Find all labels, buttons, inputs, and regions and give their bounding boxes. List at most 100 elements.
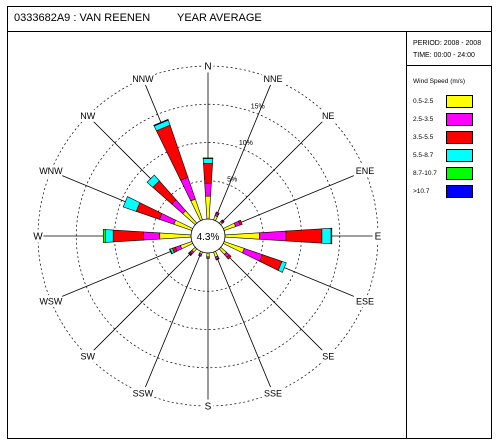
petal-segment-ene [237, 219, 243, 226]
calm-circle [190, 218, 226, 254]
petal-segment-ese [277, 260, 287, 273]
petal-segment-w [105, 229, 114, 243]
petal-segment-e [330, 227, 333, 245]
petal-segment-nnw [190, 198, 203, 222]
legend-item: >10.7 [407, 185, 491, 201]
period-range: PERIOD: 2008 - 2008 [413, 40, 482, 47]
legend-item: 5.5-8.7 [407, 149, 491, 165]
direction-label-bg [353, 164, 377, 177]
ring-label: 15% [251, 104, 265, 111]
legend-item: 2.5-3.5 [407, 113, 491, 129]
petal-segment-w [143, 231, 161, 241]
direction-label-bg [261, 72, 285, 85]
petal-segment-w [159, 232, 192, 240]
petal-segment-n [202, 157, 214, 160]
petal-segment-ese [222, 241, 245, 254]
direction-label-ne: NE [322, 111, 335, 121]
petal-segment-w [102, 229, 106, 243]
ring-label: 10% [239, 140, 253, 147]
direction-label-bg [372, 229, 384, 243]
direction-label-bg [202, 59, 214, 73]
direction-label-e: E [375, 232, 382, 243]
legend-label: >10.7 [413, 188, 430, 195]
petal-segment-sw [187, 252, 192, 257]
petal-segment-s [206, 256, 210, 259]
direction-label-ssw: SSW [133, 388, 154, 398]
petal-segment-ene [222, 222, 237, 231]
petal-segment-e [224, 232, 260, 240]
petal-segment-ssw [198, 254, 202, 257]
direction-label-bg [202, 399, 214, 413]
legend-label: 0.5-2.5 [413, 98, 434, 105]
direction-label-ene: ENE [356, 166, 375, 176]
petal-segment-nw [146, 174, 160, 188]
spoke-line [219, 115, 329, 225]
petal-segment-n [203, 162, 213, 184]
direction-label-s: S [205, 402, 212, 413]
direction-label-bg [79, 350, 96, 363]
spoke-line [50, 242, 193, 302]
petal-segment-se [226, 254, 232, 260]
direction-label-bg [32, 229, 44, 243]
direction-label-nw: NW [80, 111, 95, 121]
petal-segment-nw [182, 210, 198, 226]
legend-swatch [446, 131, 473, 144]
legend-swatch [446, 167, 473, 180]
direction-label-bg [353, 295, 377, 308]
petal-segment-n [204, 182, 212, 197]
petal-segment-w [112, 229, 144, 243]
petal-segment-wsw [169, 248, 173, 255]
legend-panel: PERIOD: 2008 - 2008 TIME: 00:00 - 24:00 … [407, 31, 491, 439]
petal-segment-nnw [180, 176, 196, 202]
legend-item: 8.7-10.7 [407, 167, 491, 183]
petal-segment-ese [242, 248, 263, 262]
spoke-line [87, 247, 197, 357]
period-info: PERIOD: 2008 - 2008 TIME: 00:00 - 24:00 [407, 31, 491, 66]
petal-segment-e [259, 230, 287, 242]
direction-label-wnw: WNW [39, 166, 63, 176]
petal-segment-wsw [179, 241, 194, 250]
legend-title: Wind Speed (m/s) [413, 78, 466, 85]
legend-swatch [446, 95, 473, 108]
legend-swatch [446, 185, 473, 198]
petal-segment-s [206, 252, 210, 258]
plot-area: 5% 10% 15% 4.3% N NNE NE ENE E ESE SE SSE S SSW SW WSW W… [8, 31, 407, 439]
legend-item: 0.5-2.5 [407, 95, 491, 111]
legend-label: 8.7-10.7 [413, 170, 437, 177]
legend-label: 5.5-8.7 [413, 152, 434, 159]
petal-segment-e [321, 227, 332, 245]
petal-segment-e [285, 228, 323, 244]
petal-segment-ese [259, 254, 283, 271]
petal-segment-wnw [135, 202, 163, 220]
legend-label: 2.5-3.5 [413, 116, 434, 123]
petal-segment-wnw [158, 212, 176, 225]
ring-label: 5% [227, 176, 237, 183]
direction-label-sw: SW [81, 351, 96, 361]
petal-segment-wnw [122, 196, 141, 212]
direction-label-n: N [204, 62, 211, 73]
legend-item: 3.5-5.5 [407, 131, 491, 147]
direction-label-nnw: NNW [132, 74, 154, 84]
petal-segment-wnw [173, 219, 194, 231]
direction-label-bg [39, 295, 63, 308]
petal-segment-nne [215, 211, 220, 215]
direction-label-bg [131, 387, 155, 400]
spoke-line [214, 78, 274, 221]
spoke-line [219, 247, 329, 357]
direction-label-wsw: WSW [39, 296, 62, 306]
direction-label-se: SE [322, 351, 334, 361]
spoke-line [223, 170, 366, 230]
period-title: YEAR AVERAGE [177, 12, 262, 24]
station-title: 0333682A9 : VAN REENEN [14, 12, 151, 24]
direction-label-bg [261, 387, 285, 400]
petal-segment-sse [215, 257, 220, 261]
direction-label-sse: SSE [264, 388, 282, 398]
direction-label-bg [320, 109, 337, 122]
legend-swatch [446, 113, 473, 126]
petal-segment-ne [221, 219, 225, 223]
direction-label-bg [79, 109, 96, 122]
chart-frame: 0333682A9 : VAN REENEN YEAR AVERAGE 5% 10… [7, 6, 492, 439]
direction-label-bg [39, 164, 63, 177]
direction-label-bg [320, 350, 337, 363]
legend-label: 3.5-5.5 [413, 134, 434, 141]
